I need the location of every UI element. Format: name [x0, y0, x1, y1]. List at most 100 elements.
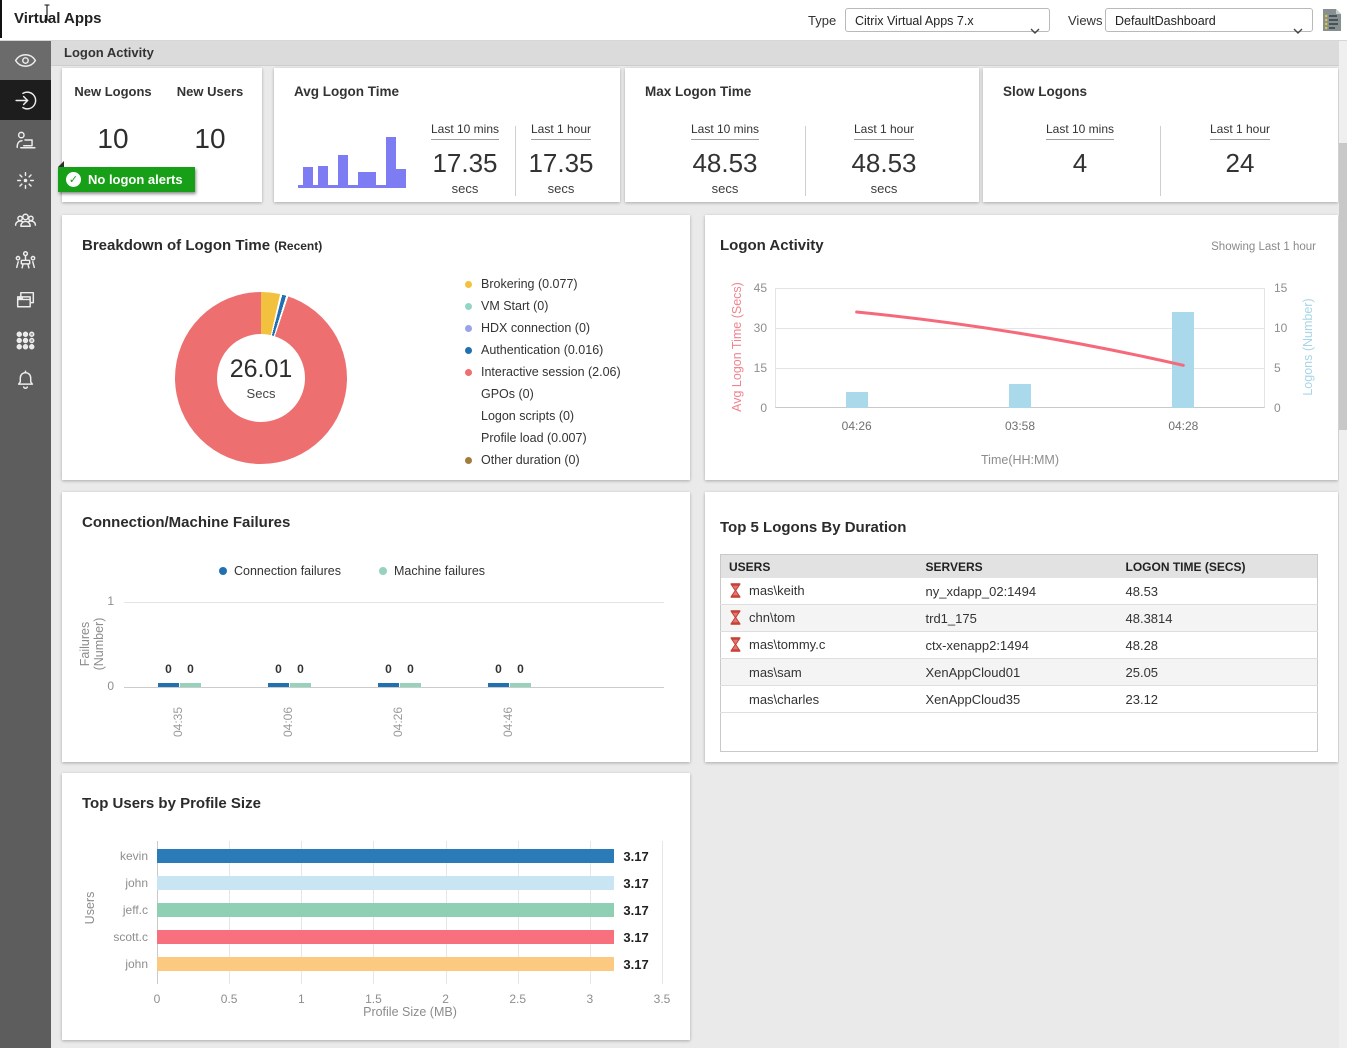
x-axis-tick: 0	[153, 992, 161, 1006]
max-logon-time-card: Max Logon Time Last 10 mins 48.53 secs L…	[625, 68, 979, 202]
sidebar-item-alerts[interactable]	[0, 360, 51, 400]
empty-row	[721, 713, 1318, 752]
top5-table: USERS SERVERS LOGON TIME (SECS) mas\keit…	[720, 554, 1318, 752]
bell-icon	[17, 370, 34, 389]
avg-last10-col: Last 10 mins 17.35 secs	[400, 120, 530, 196]
sidebar-item-monitor[interactable]	[0, 40, 51, 80]
x-axis-tick: 0.5	[220, 992, 238, 1006]
failures-legend: Connection failures Machine failures	[122, 564, 582, 578]
cell-server: ctx-xenapp2:1494	[917, 631, 1118, 659]
bar-value-label: 3.17	[623, 930, 649, 945]
bar-value-label: 3.17	[623, 849, 649, 864]
vertical-scrollbar[interactable]	[1339, 40, 1347, 1048]
badge-ribbon-notch	[58, 161, 64, 167]
spark-icon	[16, 171, 35, 189]
legend-label: HDX connection (0)	[481, 321, 591, 335]
breakdown-title-text: Breakdown of Logon Time	[82, 237, 271, 254]
failure-bar	[510, 683, 531, 687]
profile-size-title: Top Users by Profile Size	[82, 795, 261, 812]
sidebar-item-logon-activity[interactable]	[0, 80, 51, 120]
left-nav-sidebar	[0, 40, 51, 1048]
top-users-profile-size-panel: Top Users by Profile Size Users Profile …	[62, 773, 690, 1040]
table-row[interactable]: mas\keith ny_xdapp_02:1494 48.53	[720, 578, 1318, 605]
legend-item: Connection failures	[218, 564, 341, 578]
slow-last1h-col: Last 1 hour 24	[1175, 120, 1305, 179]
sparkline-bar	[318, 166, 328, 185]
x-axis-tick: 2	[442, 992, 449, 1006]
x-axis-tick: 04:35	[171, 706, 185, 738]
legend-item: Interactive session (2.06)	[465, 365, 621, 387]
right-axis-tick: 0	[1274, 401, 1281, 415]
report-icon[interactable]	[1322, 8, 1342, 32]
views-select[interactable]: DefaultDashboard	[1105, 8, 1313, 34]
badge-text: No logon alerts	[88, 172, 183, 187]
bar-value-label: 3.17	[623, 957, 649, 972]
sparkline-bar	[396, 169, 406, 185]
brokering-dot	[465, 281, 472, 288]
sidebar-item-apps-grid[interactable]	[0, 320, 51, 360]
profile-load-dot	[465, 435, 472, 442]
cell-server: XenAppCloud35	[917, 685, 1118, 713]
gpos-dot	[465, 391, 472, 398]
bar-value-label: 0	[385, 662, 392, 676]
profile-bar	[157, 957, 615, 971]
logon-activity-title: Logon Activity	[720, 237, 824, 254]
table-row[interactable]: mas\charles XenAppCloud35 23.12	[720, 685, 1318, 713]
avg-last1h-value: 17.35	[528, 148, 594, 178]
avg-logon-time-title: Avg Logon Time	[294, 84, 400, 99]
legend-label: Brokering (0.077)	[481, 277, 578, 291]
slow-logon-hourglass-icon	[730, 583, 741, 599]
max-last1h-value: 48.53	[851, 148, 917, 178]
y-category-label: kevin	[119, 849, 148, 863]
header-left-edge	[0, 0, 2, 38]
sidebar-item-applications[interactable]	[0, 280, 51, 320]
legend-item: HDX connection (0)	[465, 321, 621, 343]
authentication-dot	[465, 347, 472, 354]
sidebar-item-processes[interactable]	[0, 160, 51, 200]
new-logons-label: New Logons	[74, 84, 152, 99]
top5-logons-panel: Top 5 Logons By Duration USERS SERVERS L…	[705, 492, 1338, 762]
cell-user: mas\keith	[720, 578, 918, 605]
legend-item: Other duration (0)	[465, 453, 621, 475]
slow-last10-col: Last 10 mins 4	[1015, 120, 1145, 179]
views-label: Views	[1068, 13, 1103, 28]
chevron-down-icon	[1293, 18, 1303, 42]
scrollbar-thumb[interactable]	[1339, 143, 1347, 430]
user-name: mas\sam	[749, 664, 802, 680]
views-select-value: DefaultDashboard	[1115, 14, 1216, 28]
max-last1h-label: Last 1 hour	[853, 122, 915, 140]
sparkline-baseline	[298, 185, 406, 188]
profile-bar	[157, 876, 615, 890]
sidebar-item-sessions[interactable]	[0, 240, 51, 280]
user-name: mas\charles	[749, 691, 820, 707]
gridline	[775, 368, 1265, 369]
col-users: USERS	[720, 554, 918, 578]
new-logons-value: 10	[97, 123, 129, 154]
user-name: chn\tom	[749, 609, 796, 625]
slow-last1h-value: 24	[1225, 148, 1255, 178]
x-axis-tick: 04:06	[281, 706, 295, 738]
chevron-down-icon	[1030, 18, 1040, 42]
new-logons-card: New Logons New Users 10 10 ✓ No logon al…	[58, 68, 262, 202]
slow-logons-title: Slow Logons	[1003, 84, 1087, 99]
table-row[interactable]: mas\sam XenAppCloud01 25.05	[720, 658, 1318, 686]
table-row[interactable]: chn\tom trd1_175 48.3814	[720, 604, 1318, 632]
failure-bar	[400, 683, 421, 687]
sidebar-item-user-activity[interactable]	[0, 120, 51, 160]
type-select[interactable]: Citrix Virtual Apps 7.x	[845, 8, 1050, 34]
divider	[515, 126, 516, 196]
donut-center: 26.01 Secs	[217, 334, 305, 422]
y-axis-tick: 0	[107, 679, 114, 693]
legend-item: Brokering (0.077)	[465, 277, 621, 299]
slow-logon-hourglass-icon	[730, 637, 741, 653]
sidebar-item-users[interactable]	[0, 200, 51, 240]
gridline	[124, 602, 664, 603]
table-row[interactable]: mas\tommy.c ctx-xenapp2:1494 48.28	[720, 631, 1318, 659]
max-last10-value: 48.53	[692, 148, 758, 178]
legend-item: Profile load (0.007)	[465, 431, 621, 453]
x-axis-title: Time(HH:MM)	[981, 453, 1059, 467]
right-axis-tick: 5	[1274, 361, 1281, 375]
eye-icon	[14, 53, 37, 67]
donut-legend: Brokering (0.077) VM Start (0) HDX connect…	[465, 277, 621, 475]
avg-last1h-col: Last 1 hour 17.35 secs	[496, 120, 626, 196]
